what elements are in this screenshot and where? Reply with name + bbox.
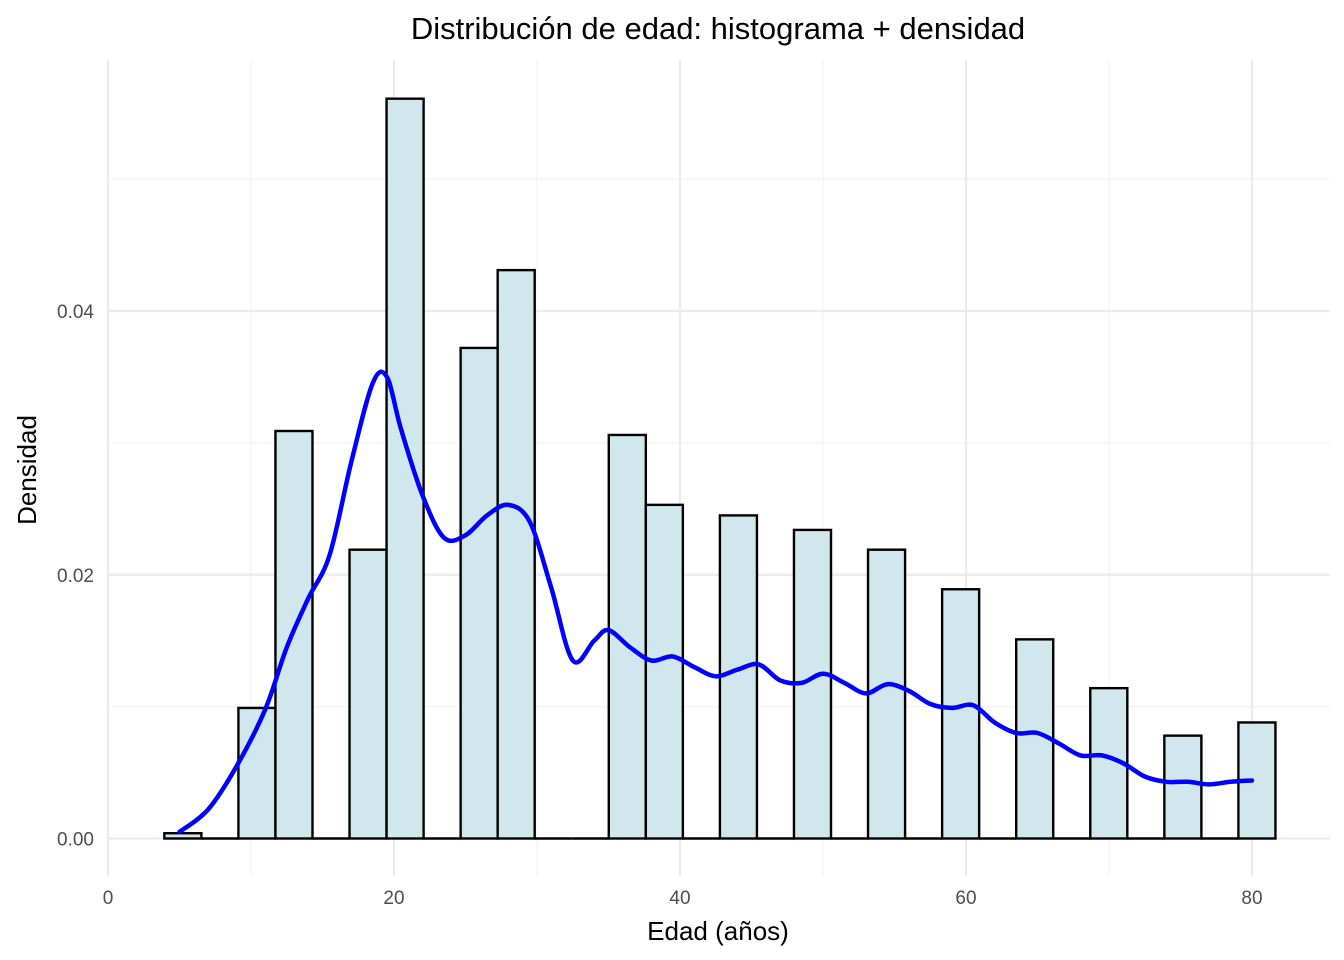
y-tick-label: 0.02 (57, 566, 94, 587)
x-tick-label: 40 (669, 888, 690, 909)
histogram-bar (940, 588, 981, 840)
histogram-bar (163, 832, 203, 840)
histogram-bar (496, 268, 536, 840)
y-tick-label: 0.00 (57, 830, 94, 851)
histogram-bar (459, 346, 499, 840)
y-tick-label: 0.04 (57, 302, 94, 323)
x-tick-label: 20 (383, 888, 404, 909)
histogram-bar (348, 548, 388, 840)
y-axis-title: Densidad (12, 415, 42, 525)
density-curve-group (177, 369, 1255, 835)
density-curve (177, 369, 1255, 835)
chart-title: Distribución de edad: histograma + densi… (411, 11, 1025, 46)
histogram-bar (866, 548, 907, 840)
histogram-bar (644, 503, 685, 840)
histogram-bar (718, 514, 759, 840)
histogram-bar (607, 433, 648, 840)
histogram-bar (1163, 734, 1203, 840)
x-axis-title: Edad (años) (647, 916, 789, 946)
y-axis-tick-labels: 0.00 0.02 0.04 (57, 302, 94, 851)
histogram-bar (385, 97, 425, 840)
histogram-bars (163, 97, 1277, 840)
x-tick-label: 0 (103, 888, 114, 909)
x-tick-label: 60 (955, 888, 976, 909)
x-tick-label: 80 (1241, 888, 1262, 909)
x-axis-tick-labels: 0 20 40 60 80 (103, 888, 1263, 909)
